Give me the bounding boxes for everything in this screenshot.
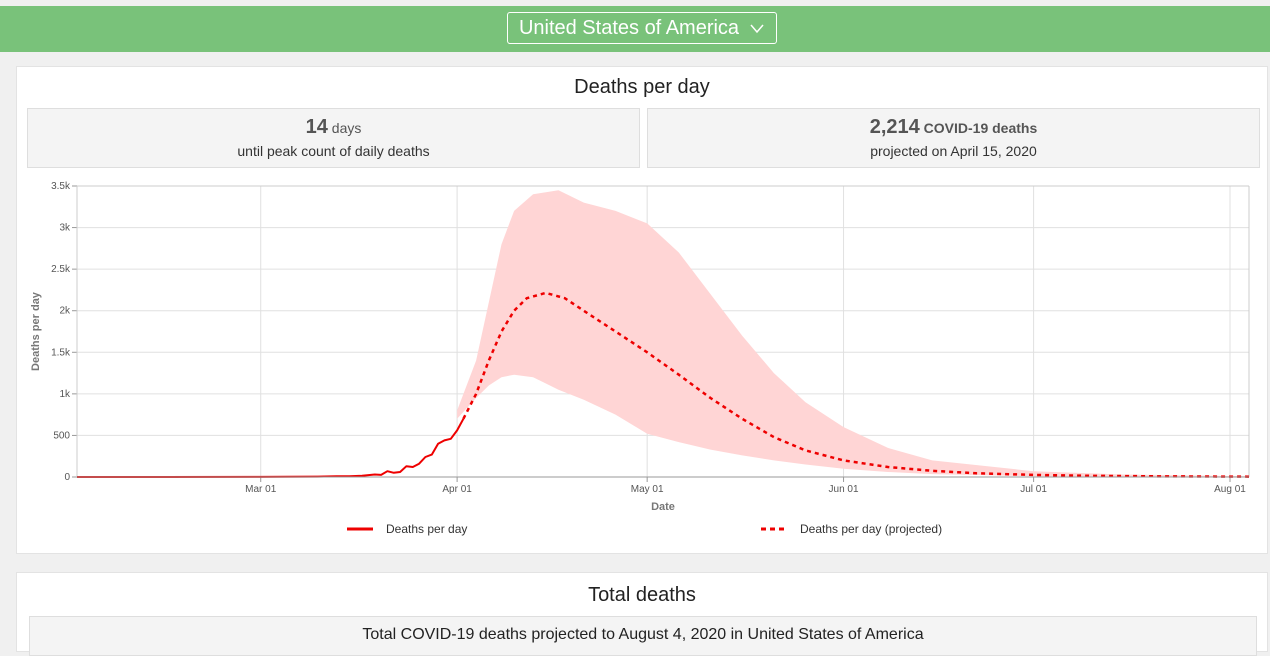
legend-label: Deaths per day bbox=[386, 522, 467, 536]
deaths-per-day-chart: 0 500 1k 1.5k 2k 2.5k 3k 3.5k Mar 01 Apr 01 May 01… bbox=[30, 181, 1250, 536]
total-deaths-subtitle: Total COVID-19 deaths projected to Augus… bbox=[29, 616, 1257, 656]
top-bar: United States of America bbox=[0, 6, 1270, 52]
y-tick-label: 500 bbox=[53, 430, 70, 441]
days-until-peak-caption: until peak count of daily deaths bbox=[237, 143, 430, 159]
projected-deaths-value: 2,214 bbox=[869, 116, 920, 138]
chevron-down-icon bbox=[750, 24, 764, 34]
y-tick-label: 3.5k bbox=[51, 181, 71, 192]
y-axis-title: Deaths per day bbox=[30, 291, 42, 371]
days-until-peak-value: 14 bbox=[305, 116, 328, 138]
total-deaths-title: Total deaths bbox=[588, 584, 696, 606]
country-select-label: United States of America bbox=[518, 17, 740, 39]
x-tick-label: Jul 01 bbox=[1020, 484, 1047, 495]
y-tick-label: 1.5k bbox=[51, 347, 71, 358]
y-tick-label: 2k bbox=[59, 306, 71, 317]
deaths-per-day-card: Deaths per day 14 days until peak count … bbox=[16, 66, 1268, 554]
x-tick-label: Jun 01 bbox=[829, 484, 859, 495]
total-deaths-card: Total deaths Total COVID-19 deaths proje… bbox=[16, 572, 1268, 656]
projected-deaths-unit: COVID-19 deaths bbox=[923, 120, 1038, 136]
y-tick-label: 0 bbox=[64, 472, 70, 483]
observed-deaths-line bbox=[77, 418, 465, 478]
projected-deaths-line bbox=[462, 291, 1250, 478]
projected-deaths-caption: projected on April 15, 2020 bbox=[870, 143, 1037, 159]
deaths-card-title: Deaths per day bbox=[574, 76, 710, 98]
x-tick-label: May 01 bbox=[631, 484, 664, 495]
legend-label: Deaths per day (projected) bbox=[800, 522, 942, 536]
projected-deaths-stat: 2,214 COVID-19 deaths projected on April… bbox=[647, 108, 1260, 168]
x-axis-title: Date bbox=[651, 501, 675, 513]
x-tick-label: Apr 01 bbox=[442, 484, 472, 495]
days-until-peak-stat: 14 days until peak count of daily deaths bbox=[27, 108, 640, 168]
y-tick-label: 3k bbox=[59, 223, 71, 234]
y-tick-label: 2.5k bbox=[51, 264, 71, 275]
uncertainty-band bbox=[457, 190, 1250, 477]
x-tick-label: Mar 01 bbox=[245, 484, 277, 495]
x-tick-label: Aug 01 bbox=[1214, 484, 1246, 495]
country-select[interactable]: United States of America bbox=[507, 12, 777, 44]
days-until-peak-unit: days bbox=[331, 120, 362, 136]
y-tick-label: 1k bbox=[59, 389, 71, 400]
